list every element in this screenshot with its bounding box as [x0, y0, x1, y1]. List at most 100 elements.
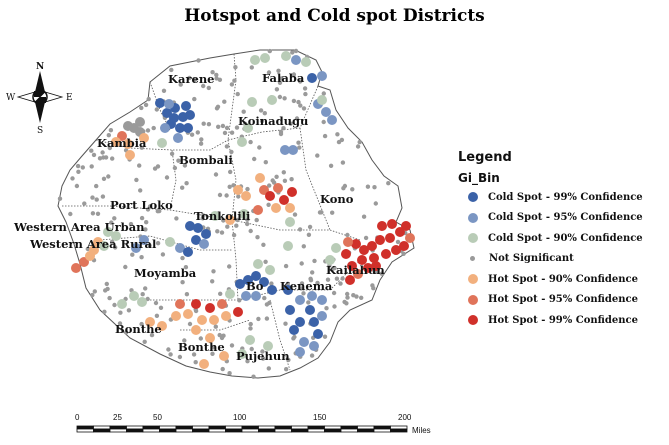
not-significant-point [224, 193, 229, 198]
significant-point [307, 291, 317, 301]
not-significant-point [322, 133, 328, 139]
scale-segment [390, 425, 408, 430]
significant-point [131, 243, 141, 253]
not-significant-point [232, 78, 237, 83]
scale-segment [390, 428, 408, 433]
not-significant-point [137, 163, 142, 168]
not-significant-point [288, 121, 293, 126]
significant-point [285, 217, 295, 227]
not-significant-point [373, 201, 378, 206]
district-label-kailahun: Kailahun [326, 263, 385, 277]
scale-segment [241, 428, 259, 433]
not-significant-point [299, 286, 304, 291]
significant-point [139, 133, 149, 143]
not-significant-point [301, 291, 306, 296]
legend-label: Cold Spot - 99% Confidence [488, 191, 643, 203]
scale-bar: 0 25 50 100 150 200 Miles [75, 413, 431, 435]
not-significant-point [339, 137, 345, 143]
not-significant-point [291, 72, 297, 77]
scale-segment [291, 428, 309, 433]
not-significant-point [183, 265, 189, 270]
significant-point [377, 221, 387, 231]
district-label-kambia: Kambia [97, 136, 147, 150]
significant-point [391, 245, 401, 255]
significant-point [71, 263, 81, 273]
not-significant-point [210, 345, 215, 350]
significant-point [125, 150, 135, 160]
not-significant-point [187, 321, 193, 327]
not-significant-point [106, 133, 112, 138]
significant-point [251, 291, 261, 301]
not-significant-point [227, 371, 232, 376]
significant-point [331, 243, 341, 253]
significant-point [295, 295, 305, 305]
legend-label: Not Significant [489, 253, 574, 265]
not-significant-point [345, 291, 350, 297]
significant-point [281, 51, 291, 61]
significant-point [285, 203, 295, 213]
legend-item: Cold Spot - 95% Confidence [458, 208, 643, 229]
significant-point [117, 299, 127, 309]
significant-point [111, 231, 121, 241]
not-significant-point [143, 227, 148, 232]
not-significant-point [117, 321, 123, 326]
not-significant-point [89, 148, 94, 153]
significant-point [183, 123, 193, 133]
not-significant-point [138, 188, 143, 193]
significant-point [191, 325, 201, 335]
not-significant-point [325, 277, 331, 282]
legend-swatch [468, 212, 478, 223]
scale-segment [274, 425, 292, 430]
not-significant-point [169, 151, 175, 156]
not-significant-point [222, 99, 227, 104]
not-significant-point [332, 304, 337, 309]
not-significant-point [155, 164, 161, 169]
not-significant-point [357, 139, 362, 145]
not-significant-point [335, 132, 340, 137]
not-significant-point [94, 197, 99, 202]
not-significant-point [82, 201, 87, 206]
not-significant-point [299, 281, 305, 286]
not-significant-point [182, 338, 187, 343]
not-significant-point [302, 86, 308, 91]
not-significant-point [139, 321, 144, 327]
not-significant-point [107, 145, 113, 151]
significant-point [405, 233, 415, 243]
scale-tick-100: 100 [233, 413, 247, 422]
scale-segment [208, 425, 226, 430]
not-significant-point [315, 153, 320, 158]
not-significant-point [160, 252, 166, 257]
significant-point [287, 187, 297, 197]
district-label-moyamba: Moyamba [134, 266, 197, 280]
not-significant-point [298, 79, 303, 84]
not-significant-point [214, 106, 220, 111]
legend-label: Hot Spot - 99% Confidence [488, 314, 638, 326]
not-significant-point [263, 259, 268, 264]
scale-segment [175, 425, 193, 430]
not-significant-point [359, 295, 364, 300]
significant-point [160, 123, 170, 133]
significant-point [305, 305, 315, 315]
not-significant-point [260, 356, 266, 361]
not-significant-point [395, 239, 401, 245]
district-label-bonthe: Bonthe [115, 322, 162, 336]
not-significant-point [139, 215, 145, 221]
significant-point [225, 215, 235, 225]
not-significant-point [306, 232, 312, 237]
not-significant-point [263, 160, 268, 165]
significant-point [375, 235, 385, 245]
not-significant-point [184, 292, 190, 297]
not-significant-point [345, 295, 350, 300]
not-significant-point [176, 158, 181, 163]
scale-segment [373, 428, 391, 433]
not-significant-point [144, 220, 149, 225]
district-label-kenema: Kenema [280, 279, 333, 293]
not-significant-point [80, 165, 86, 170]
not-significant-point [216, 124, 221, 129]
not-significant-point [319, 210, 324, 215]
not-significant-point [174, 216, 179, 221]
not-significant-point [315, 280, 320, 286]
significant-point [237, 137, 247, 147]
not-significant-point [128, 221, 134, 227]
legend-title: Legend [458, 150, 512, 165]
